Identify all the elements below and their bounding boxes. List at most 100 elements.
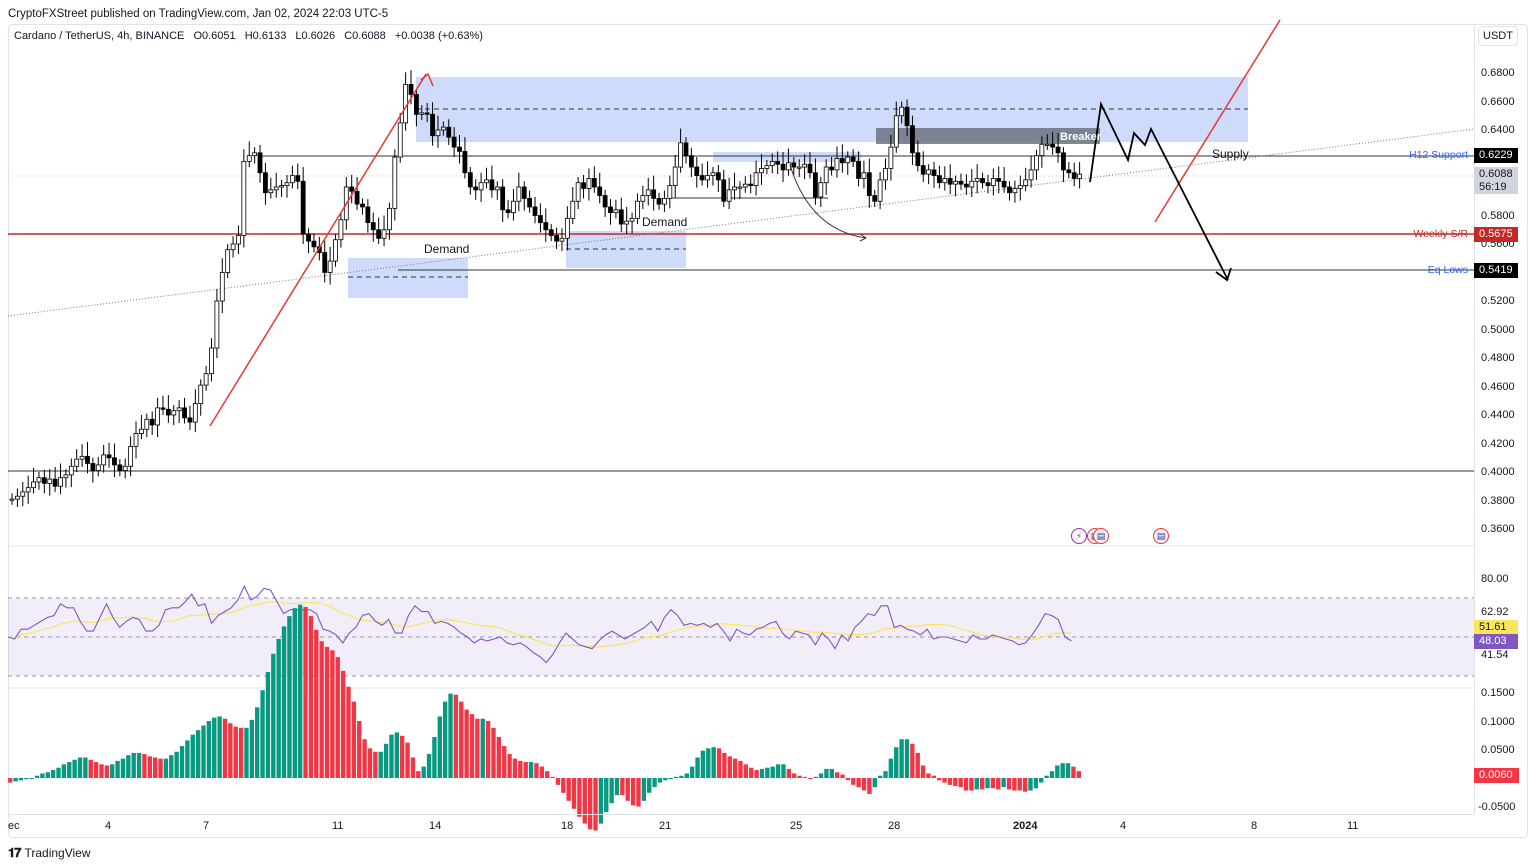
time-axis[interactable] [8,814,1474,838]
candle [845,156,851,164]
macd-bar [861,778,867,791]
candle [947,178,953,185]
candle [473,186,479,191]
macd-bar [808,778,813,780]
macd-bar [169,755,174,778]
macd-bar [491,727,496,778]
macd-bar [287,616,292,778]
macd-bar [689,766,695,778]
rsi-tick-lower: 41.54 [1481,649,1509,661]
candle [90,463,96,471]
macd-bar [29,778,34,779]
candle [732,186,737,191]
macd-bar [206,721,212,778]
macd-bar [555,778,561,785]
candle [139,428,144,434]
candle [974,178,980,182]
candle [85,455,90,464]
us-flag-event-icon-2[interactable]: ▤ [1093,528,1109,544]
candle [149,418,155,426]
breaker-label: Breaker [1060,131,1101,143]
macd-bar [83,757,88,778]
eq-lows-price-tag: 0.5419 [1474,263,1518,278]
candle [662,197,667,205]
candle [737,186,743,189]
candle [306,233,311,242]
macd-bar [324,646,330,778]
candle [1017,185,1023,189]
macd-bar [389,734,394,778]
lightning-event-icon[interactable]: ⚡ [1071,528,1087,544]
currency-button[interactable]: USDT [1478,26,1518,46]
candle [160,407,166,410]
macd-bar [308,616,314,778]
macd-bar [802,776,808,778]
candle [246,155,252,162]
macd-bar [781,764,786,778]
candle [527,197,533,208]
candle [1007,186,1012,194]
candle [58,477,63,487]
macd-bar [1012,778,1017,791]
macd-bar [1033,778,1039,789]
macd-bar [260,690,265,778]
macd-bar [512,758,518,778]
price-tick: 0.4600 [1481,380,1515,393]
price-tick: 0.6800 [1481,67,1515,79]
macd-bar [1039,778,1044,783]
price-axis[interactable] [1474,24,1528,814]
candle [813,172,818,198]
candle [1050,143,1056,148]
candle [1055,146,1061,154]
macd-bar [1060,763,1065,778]
candle [958,180,964,185]
candle [192,403,198,423]
time-tick: 4 [1120,820,1127,832]
candle [872,195,878,202]
macd-bar [255,707,260,778]
candle [591,178,597,188]
candle [133,433,139,447]
macd-bar [383,743,389,778]
macd-bar [222,718,228,778]
candle [904,106,910,127]
macd-bar [829,768,834,778]
impulse-line [209,73,427,427]
weekly-sr-price-tag: 0.5675 [1474,227,1518,242]
candle [467,172,473,188]
brand-name: TradingView [24,846,91,860]
projection-arrowhead [1215,267,1232,282]
macd-bar [179,746,185,778]
demand-zone-1 [348,258,468,298]
candle [279,185,284,188]
macd-bar [851,778,856,785]
price-change: +0.0038 (+0.63%) [394,30,483,42]
candle [651,189,657,199]
candle [764,165,770,169]
us-flag-event-icon-3[interactable]: ▤ [1153,528,1169,544]
time-tick: 11 [332,820,344,832]
macd-bar [212,717,217,778]
macd-bar [67,762,72,778]
macd-bar [759,768,765,778]
rsi-tick-upper: 62.92 [1481,606,1509,618]
macd-bar [351,701,357,778]
macd-bar [1006,778,1012,790]
macd-bar [732,758,738,778]
macd-bar [663,778,668,781]
candle [683,142,689,157]
macd-bar [872,778,877,788]
candle [834,158,840,171]
macd-bar [136,752,142,778]
macd-bar [1065,763,1071,778]
candle [300,180,306,235]
symbol-name[interactable]: Cardano / TetherUS, 4h, BINANCE [14,30,185,42]
ohlc-low: L0.6026 [295,30,336,42]
candle [705,175,710,181]
candle [856,160,861,179]
candle [818,182,824,198]
candle [203,373,209,386]
macd-bar [34,775,40,778]
candle [850,156,856,162]
